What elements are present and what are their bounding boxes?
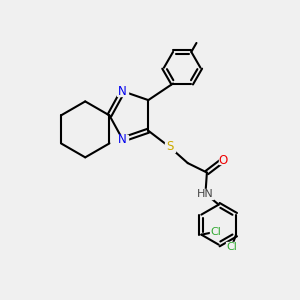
Bar — [210, 227, 222, 236]
Bar — [164, 142, 175, 152]
Text: Cl: Cl — [226, 242, 237, 252]
Text: O: O — [218, 154, 228, 167]
Text: S: S — [166, 140, 173, 153]
Text: N: N — [118, 133, 127, 146]
Bar — [117, 135, 128, 144]
Text: Cl: Cl — [211, 227, 221, 237]
Bar — [226, 242, 238, 252]
Text: HN: HN — [197, 189, 214, 199]
Bar — [117, 86, 128, 96]
Text: N: N — [118, 85, 127, 98]
Bar — [198, 189, 213, 199]
Bar — [219, 156, 227, 164]
